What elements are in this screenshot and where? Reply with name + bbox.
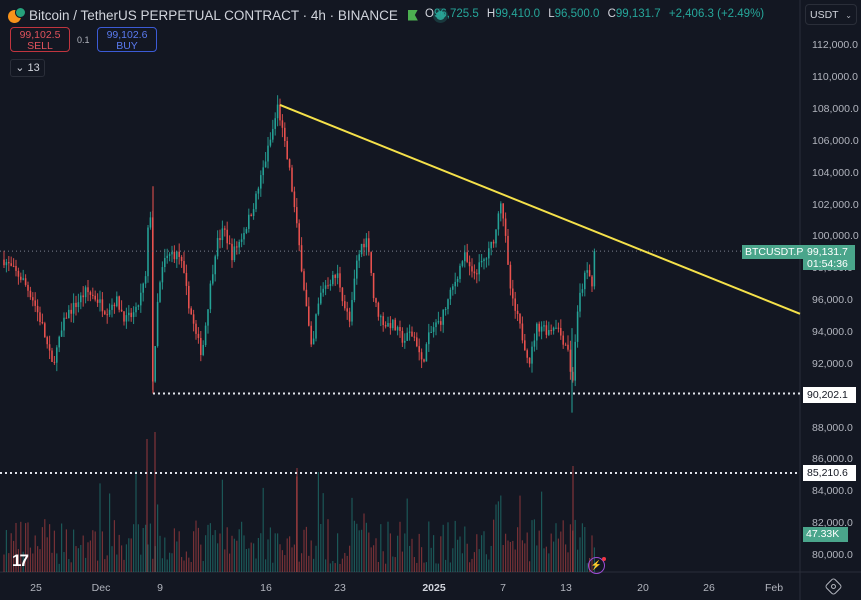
time-tick: 25 <box>30 582 42 594</box>
open-key: O <box>425 8 434 20</box>
price-tick: 106,000.0 <box>812 135 859 147</box>
price-tick: 110,000.0 <box>812 71 858 83</box>
price-tick: 92,000.0 <box>812 358 853 370</box>
price-tick: 80,000.0 <box>812 549 853 561</box>
low-key: L <box>548 8 555 20</box>
last-price-badge: 99,131.7 01:54:36 <box>803 245 855 270</box>
spread-value: 0.1 <box>77 35 90 45</box>
price-tick: 108,000.0 <box>812 103 859 115</box>
time-tick: 16 <box>260 582 272 594</box>
close-value: 99,131.7 <box>615 8 661 20</box>
sell-price: 99,102.5 <box>19 29 61 41</box>
chart-header: Bitcoin / TetherUS PERPETUAL CONTRACT · … <box>8 5 445 25</box>
low-value: 96,500.0 <box>554 8 600 20</box>
time-tick: 2025 <box>422 582 446 594</box>
chevron-down-icon: ⌄ <box>845 11 852 20</box>
volume-bars <box>3 432 595 572</box>
price-tick: 96,000.0 <box>812 294 853 306</box>
buy-price: 99,102.6 <box>106 29 148 41</box>
indicators-toggle[interactable]: ⌄ 13 <box>10 59 45 77</box>
lightning-icon[interactable]: ⚡ <box>588 557 606 574</box>
buy-button[interactable]: 99,102.6 BUY <box>97 27 157 52</box>
price-tick: 100,000.0 <box>812 230 859 242</box>
change-value: +2,406.3 (+2.49%) <box>668 8 765 20</box>
time-tick: 20 <box>637 582 649 594</box>
price-tick: 86,000.0 <box>812 453 853 465</box>
bar-countdown: 01:54:36 <box>807 258 848 270</box>
price-tick: 82,000.0 <box>812 517 853 529</box>
close-key: C <box>607 8 616 20</box>
volume-badge: 47.33K <box>803 527 848 542</box>
market-status-icon <box>435 10 445 20</box>
open-value: 96,725.5 <box>433 8 479 20</box>
high-value: 99,410.0 <box>495 8 540 20</box>
time-tick: 23 <box>334 582 346 594</box>
price-tick: 102,000.0 <box>812 199 859 211</box>
symbol-title[interactable]: Bitcoin / TetherUS PERPETUAL CONTRACT · … <box>29 7 398 23</box>
bitcoin-tether-icon <box>8 7 26 23</box>
time-tick: 7 <box>500 582 506 594</box>
time-tick: 13 <box>560 582 572 594</box>
currency-label: USDT <box>810 9 839 21</box>
price-tick: 88,000.0 <box>812 422 853 434</box>
sell-label: SELL <box>27 40 53 52</box>
price-tick: 104,000.0 <box>812 167 859 179</box>
level-badge-85210: 85,210.6 <box>803 465 856 481</box>
buy-label: BUY <box>116 40 138 52</box>
time-tick: 9 <box>157 582 163 594</box>
descending-trendline[interactable] <box>279 104 801 315</box>
time-tick: Feb <box>764 582 784 594</box>
time-tick: Dec <box>91 582 111 594</box>
tradingview-logo[interactable]: 17 <box>12 551 29 570</box>
time-tick: 26 <box>703 582 715 594</box>
symbol-badge: BTCUSDT.P <box>742 245 807 259</box>
price-tick: 84,000.0 <box>812 485 853 497</box>
price-tick: 94,000.0 <box>812 326 853 338</box>
last-price: 99,131.7 <box>807 246 848 258</box>
candles <box>3 95 596 413</box>
high-key: H <box>486 8 496 20</box>
flag-icon[interactable] <box>407 9 418 21</box>
currency-select[interactable]: USDT ⌄ <box>805 4 857 25</box>
level-badge-90202: 90,202.1 <box>803 387 856 403</box>
sell-button[interactable]: 99,102.5 SELL <box>10 27 70 52</box>
ohlc-values: O96,725.5 H99,410.0 L96,500.0 C99,131.7 … <box>425 8 769 20</box>
price-tick: 112,000.0 <box>812 39 858 51</box>
